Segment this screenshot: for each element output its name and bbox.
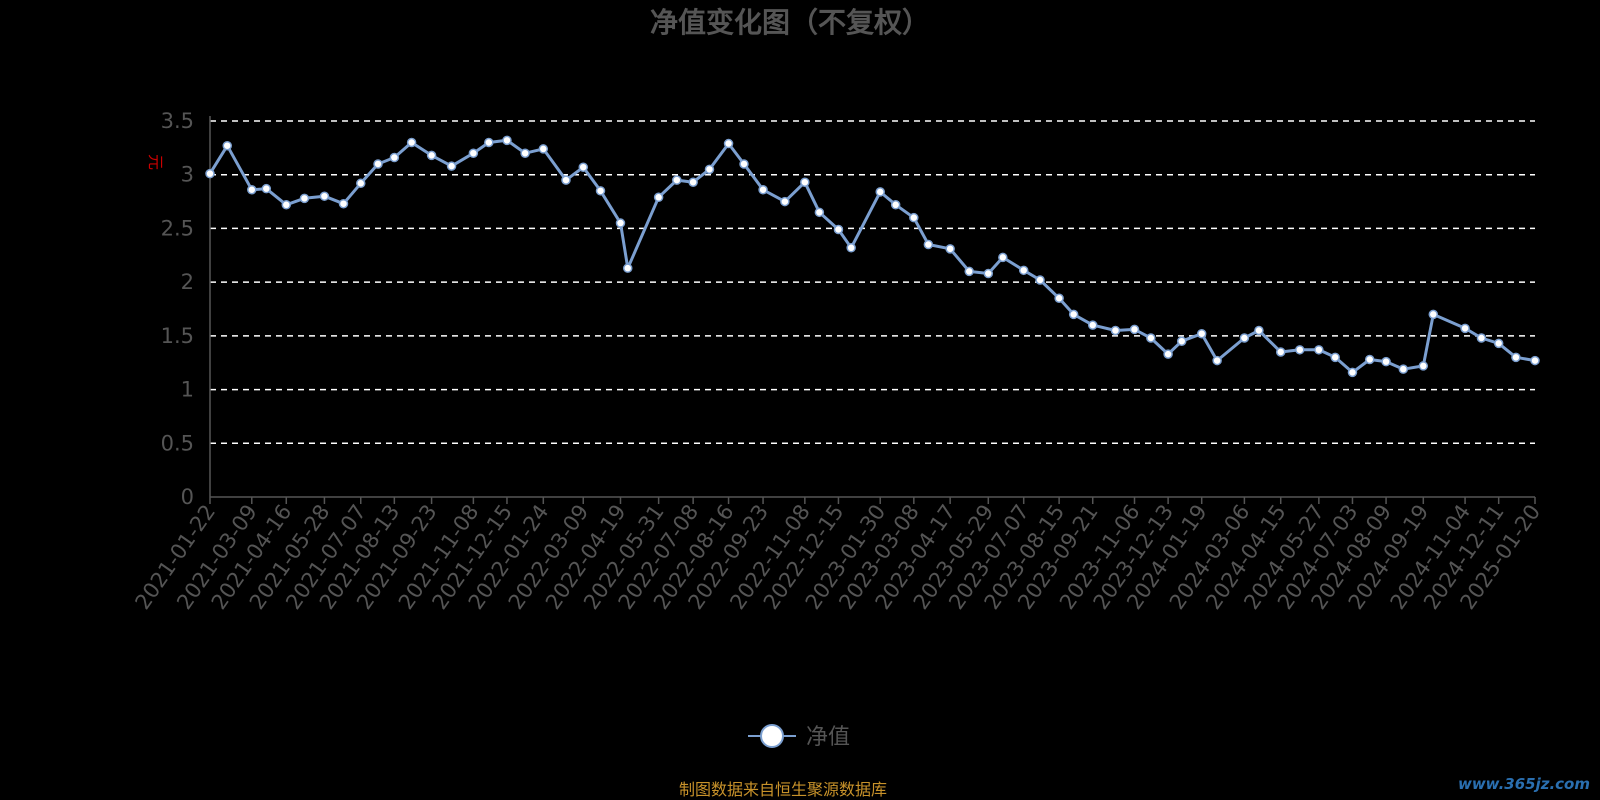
data-point bbox=[780, 196, 790, 207]
data-point bbox=[1110, 325, 1121, 336]
data-point bbox=[688, 177, 698, 187]
data-point bbox=[1428, 309, 1439, 320]
data-point bbox=[1087, 320, 1098, 330]
data-point bbox=[1460, 323, 1470, 334]
data-point bbox=[222, 140, 233, 151]
y-tick-label: 2 bbox=[181, 270, 194, 294]
chart-title: 净值变化图（不复权） bbox=[650, 6, 930, 39]
data-point bbox=[875, 187, 885, 197]
data-point bbox=[723, 138, 734, 149]
data-point bbox=[261, 183, 272, 194]
data-point bbox=[1381, 356, 1391, 367]
data-point bbox=[299, 193, 310, 204]
gridlines bbox=[210, 120, 1535, 445]
data-point bbox=[446, 161, 457, 171]
y-tick-label: 1 bbox=[181, 378, 194, 402]
data-point bbox=[623, 263, 633, 273]
data-point bbox=[595, 186, 606, 196]
data-point bbox=[538, 144, 549, 154]
y-axis-label: 元 bbox=[146, 154, 165, 170]
data-point bbox=[814, 207, 825, 218]
data-point bbox=[338, 198, 349, 209]
data-point bbox=[406, 137, 417, 148]
data-point bbox=[356, 178, 366, 189]
data-point bbox=[833, 224, 844, 235]
y-axis-ticks: 0 0.5 1 1.5 2 2.5 3 3.5 bbox=[161, 109, 194, 509]
data-point bbox=[1511, 352, 1521, 363]
data-point bbox=[1347, 367, 1358, 378]
data-point bbox=[468, 148, 479, 158]
data-point bbox=[890, 200, 901, 210]
data-point bbox=[704, 164, 715, 175]
data-point bbox=[1146, 333, 1156, 343]
data-point bbox=[1176, 336, 1187, 346]
legend[interactable]: 净值 bbox=[748, 724, 850, 750]
data-point bbox=[998, 252, 1008, 263]
data-point bbox=[1054, 293, 1064, 304]
data-point bbox=[923, 239, 934, 250]
series-layer bbox=[205, 135, 1540, 378]
data-point bbox=[1295, 345, 1305, 355]
data-point bbox=[373, 159, 383, 169]
data-point bbox=[1398, 364, 1409, 374]
data-point bbox=[846, 243, 856, 253]
data-point bbox=[484, 137, 494, 148]
y-tick-label: 3.5 bbox=[161, 109, 194, 133]
data-point bbox=[1314, 345, 1324, 355]
data-point bbox=[1239, 333, 1250, 343]
data-point bbox=[1018, 265, 1029, 276]
data-point bbox=[1254, 325, 1264, 336]
legend-label: 净值 bbox=[806, 725, 850, 750]
data-point bbox=[800, 177, 810, 187]
data-point bbox=[1035, 275, 1045, 285]
data-point bbox=[520, 148, 530, 158]
y-tick-label: 3 bbox=[181, 163, 194, 187]
data-point bbox=[578, 162, 589, 172]
x-axis: 2021-01-222021-03-092021-04-162021-05-28… bbox=[130, 116, 1545, 614]
data-point bbox=[281, 200, 292, 210]
data-point bbox=[945, 244, 955, 254]
legend-marker-icon bbox=[760, 724, 784, 748]
data-point bbox=[319, 191, 330, 201]
data-point bbox=[247, 185, 257, 195]
data-point bbox=[909, 212, 919, 223]
data-point bbox=[205, 168, 215, 179]
y-tick-label: 2.5 bbox=[161, 216, 194, 240]
source-note: 制图数据来自恒生聚源数据库 bbox=[679, 780, 887, 799]
data-point bbox=[502, 135, 512, 146]
data-point bbox=[1163, 349, 1173, 359]
y-tick-label: 0 bbox=[181, 485, 194, 509]
data-point bbox=[561, 175, 571, 185]
y-tick-label: 1.5 bbox=[161, 324, 194, 348]
data-point bbox=[1196, 328, 1207, 339]
y-tick-label: 0.5 bbox=[161, 431, 194, 455]
data-point bbox=[1330, 352, 1340, 363]
data-point bbox=[983, 268, 994, 279]
data-point bbox=[653, 192, 664, 203]
data-point bbox=[1476, 333, 1487, 343]
data-point bbox=[1493, 338, 1504, 349]
data-point bbox=[1418, 361, 1429, 371]
data-point bbox=[1129, 324, 1140, 335]
data-point bbox=[1364, 354, 1375, 365]
data-point bbox=[1068, 309, 1079, 320]
data-point bbox=[739, 159, 749, 169]
data-point bbox=[426, 150, 437, 161]
data-point bbox=[672, 175, 682, 185]
data-point bbox=[964, 266, 974, 277]
data-point bbox=[389, 152, 400, 163]
data-point bbox=[615, 218, 626, 228]
data-point bbox=[1530, 355, 1540, 366]
watermark: www.365jz.com bbox=[1458, 775, 1590, 793]
data-point bbox=[758, 185, 768, 195]
data-point bbox=[1275, 347, 1286, 357]
data-point bbox=[1212, 355, 1222, 366]
